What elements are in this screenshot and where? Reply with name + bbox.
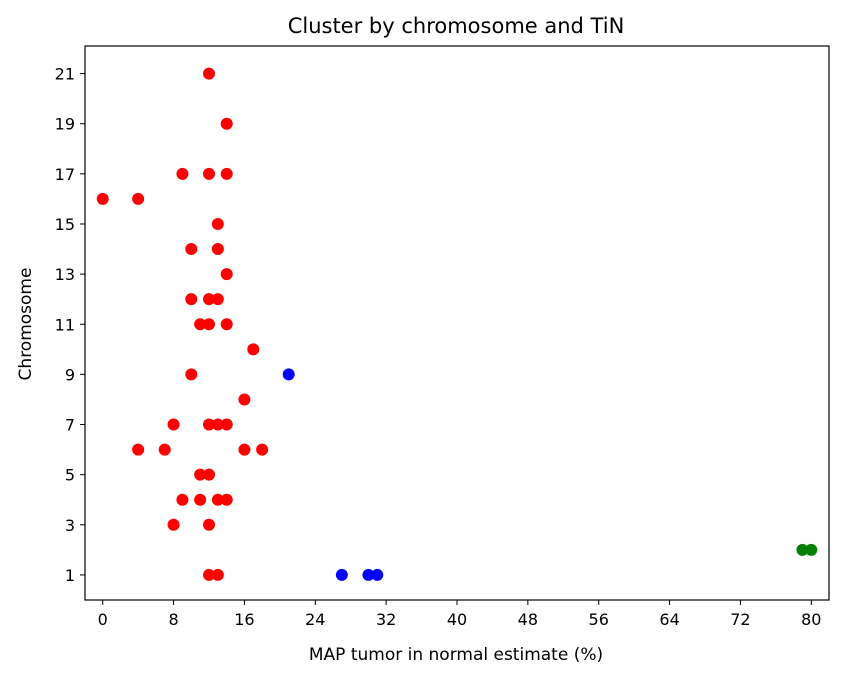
data-point — [203, 318, 215, 331]
data-point — [176, 167, 189, 180]
data-point — [282, 368, 295, 381]
x-tick-label: 40 — [447, 610, 467, 629]
y-tick-label: 7 — [65, 416, 75, 435]
x-tick-label: 64 — [659, 610, 679, 629]
data-point — [203, 167, 215, 180]
data-point — [158, 443, 171, 456]
y-tick-label: 17 — [55, 165, 75, 184]
y-tick-label: 3 — [65, 516, 75, 535]
x-tick-label: 56 — [589, 610, 609, 629]
data-point — [194, 493, 207, 506]
data-point — [220, 418, 233, 431]
data-point — [132, 443, 145, 456]
data-point — [132, 192, 145, 205]
data-point — [220, 268, 233, 281]
data-point — [211, 243, 224, 256]
x-tick-label: 80 — [801, 610, 821, 629]
data-point — [220, 167, 233, 180]
x-tick-label: 16 — [234, 610, 254, 629]
x-tick-label: 32 — [376, 610, 396, 629]
x-tick-label: 48 — [518, 610, 538, 629]
data-point — [796, 543, 809, 556]
y-tick-label: 19 — [55, 115, 75, 134]
data-point — [211, 418, 224, 431]
y-tick-label: 1 — [65, 566, 75, 585]
data-point — [362, 568, 375, 581]
data-point — [167, 518, 180, 531]
data-point — [247, 343, 260, 356]
data-point — [220, 318, 233, 331]
data-point — [335, 568, 348, 581]
data-point — [805, 543, 818, 556]
data-point — [211, 217, 224, 230]
x-tick-label: 0 — [98, 610, 108, 629]
x-tick-label: 24 — [305, 610, 325, 629]
data-point — [238, 393, 251, 406]
data-point — [220, 117, 233, 130]
data-point — [194, 318, 207, 331]
data-point — [185, 368, 198, 381]
data-point — [203, 418, 215, 431]
data-point — [203, 518, 215, 531]
plot-area-frame — [84, 45, 830, 601]
data-point — [167, 418, 180, 431]
y-tick-label: 11 — [55, 315, 75, 334]
x-tick-label: 8 — [168, 610, 178, 629]
y-tick-label: 15 — [55, 215, 75, 234]
data-point — [185, 293, 198, 306]
x-axis-label: MAP tumor in normal estimate (%) — [309, 645, 603, 665]
data-point — [220, 493, 233, 506]
y-tick-label: 5 — [65, 466, 75, 485]
x-axis-ticks: 0 8 16 24 32 40 48 56 64 72 80 — [98, 600, 821, 629]
chart-title: Cluster by chromosome and TiN — [288, 14, 625, 38]
data-point — [203, 468, 215, 481]
data-points — [96, 67, 818, 581]
data-point — [194, 468, 207, 481]
y-tick-label: 21 — [55, 65, 75, 84]
y-axis-label: Chromosome — [16, 268, 36, 381]
y-tick-label: 9 — [65, 365, 75, 384]
data-point — [371, 568, 384, 581]
data-point — [185, 243, 198, 256]
data-point — [211, 293, 224, 306]
x-tick-label: 72 — [730, 610, 750, 629]
y-tick-label: 13 — [55, 265, 75, 284]
data-point — [203, 568, 215, 581]
data-point — [203, 293, 215, 306]
data-point — [176, 493, 189, 506]
data-point — [211, 568, 224, 581]
data-point — [96, 192, 109, 205]
data-point — [256, 443, 269, 456]
data-point — [203, 67, 215, 80]
data-point — [211, 493, 224, 506]
data-point — [238, 443, 251, 456]
